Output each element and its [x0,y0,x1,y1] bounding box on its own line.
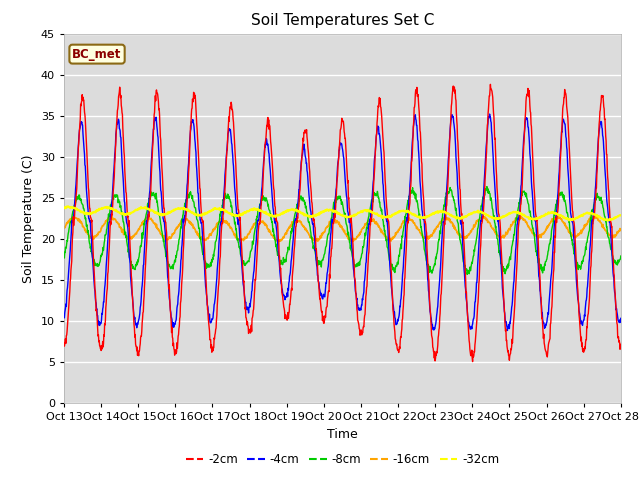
-2cm [429,344,436,350]
-2cm [617,341,625,347]
Legend: -2cm, -4cm, -8cm, -16cm, -32cm: -2cm, -4cm, -8cm, -16cm, -32cm [181,449,504,471]
-4cm [486,111,493,117]
-16cm [60,226,68,231]
-32cm [65,204,72,209]
-4cm [504,328,511,334]
Title: Soil Temperatures Set C: Soil Temperatures Set C [251,13,434,28]
Line: -2cm: -2cm [64,84,621,361]
Y-axis label: Soil Temperature (C): Soil Temperature (C) [22,154,35,283]
-2cm [60,340,68,346]
-2cm [468,359,476,364]
-8cm [246,252,254,258]
-32cm [246,207,254,213]
Text: BC_met: BC_met [72,48,122,60]
-32cm [502,213,509,218]
Line: -4cm: -4cm [64,114,621,331]
-32cm [429,210,437,216]
-8cm [429,268,436,274]
-16cm [246,228,254,233]
-4cm [246,304,254,310]
-16cm [171,229,179,235]
-16cm [502,232,510,238]
-8cm [617,253,625,259]
-32cm [184,208,192,214]
-8cm [502,267,510,273]
-4cm [502,319,509,324]
-4cm [60,315,68,321]
X-axis label: Time: Time [327,428,358,441]
-4cm [170,323,178,328]
-32cm [551,211,559,216]
-16cm [108,213,115,218]
-32cm [605,218,612,224]
-8cm [483,184,491,190]
-8cm [60,254,68,260]
-8cm [552,206,559,212]
-16cm [274,239,282,245]
-2cm [552,234,559,240]
-8cm [170,260,178,265]
Line: -8cm: -8cm [64,187,621,275]
-2cm [184,187,191,193]
-2cm [486,82,494,87]
-16cm [429,230,437,236]
-8cm [463,272,471,277]
-16cm [184,218,192,224]
-16cm [617,227,625,232]
-4cm [617,315,625,321]
-32cm [60,205,68,211]
-4cm [429,325,436,331]
-16cm [552,215,559,220]
-32cm [617,213,625,218]
-2cm [170,347,178,353]
Line: -16cm: -16cm [64,216,621,242]
-4cm [184,171,191,177]
-2cm [502,338,510,344]
Line: -32cm: -32cm [64,206,621,221]
-32cm [171,207,179,213]
-4cm [552,218,559,224]
-8cm [184,195,191,201]
-2cm [246,326,254,332]
